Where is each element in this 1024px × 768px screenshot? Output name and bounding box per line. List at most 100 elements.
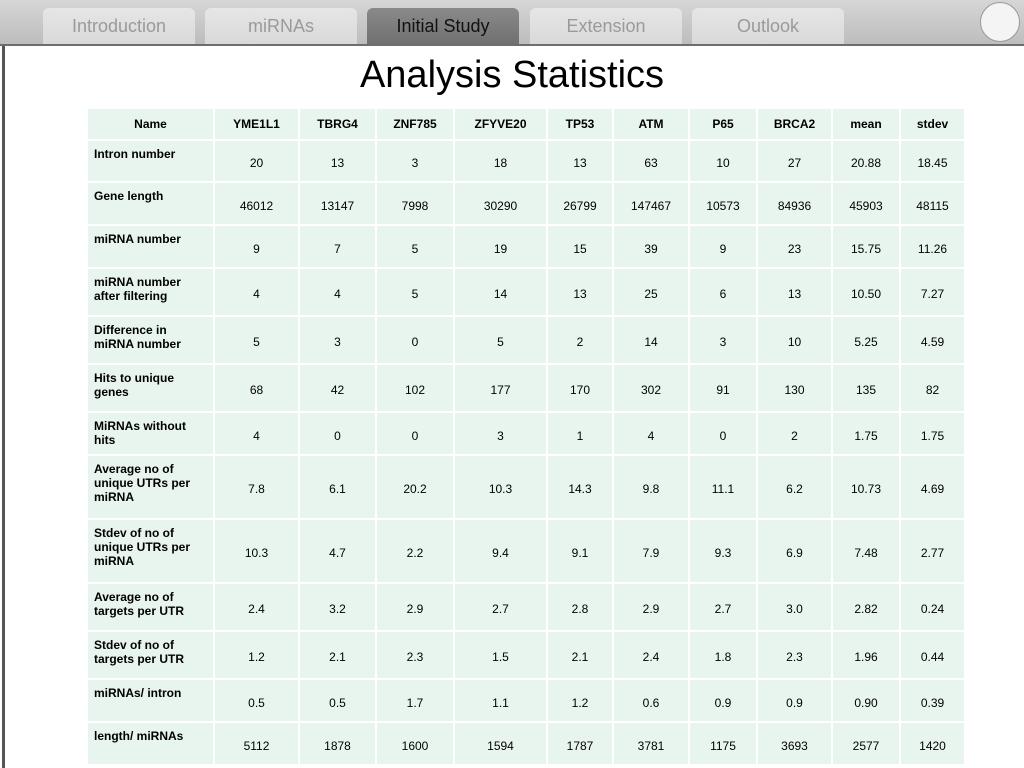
value-cell: 15.75 xyxy=(831,224,901,269)
table-row: Average no of targets per UTR 2.4 3.2 2.9 2.… xyxy=(86,582,966,632)
value-cell: 1.8 xyxy=(688,630,758,680)
value-cell: 18 xyxy=(453,139,548,183)
nav-tab[interactable]: Introduction xyxy=(43,8,195,44)
value-cell: 9 xyxy=(213,224,300,269)
value-cell: 1.96 xyxy=(831,630,901,680)
value-cell: 5 xyxy=(213,315,300,365)
value-cell: 1 xyxy=(546,411,614,456)
value-cell: 2 xyxy=(546,315,614,365)
value-cell: 3 xyxy=(688,315,758,365)
value-cell: 0 xyxy=(375,411,455,456)
row-label: miRNAs/ intron xyxy=(86,678,215,723)
table-row: Average no of unique UTRs per miRNA 7.8 6.… xyxy=(86,454,966,520)
value-cell: 0 xyxy=(298,411,377,456)
value-cell: 20.2 xyxy=(375,454,455,520)
value-cell: 0.39 xyxy=(899,678,966,723)
value-cell: 3.0 xyxy=(756,582,833,632)
row-label: MiRNAs without hits xyxy=(86,411,215,456)
value-cell: 6.9 xyxy=(756,518,833,584)
value-cell: 7 xyxy=(298,224,377,269)
value-cell: 11.1 xyxy=(688,454,758,520)
table-row: Stdev of no of unique UTRs per miRNA 10.3… xyxy=(86,518,966,584)
header-cell: ZNF785 xyxy=(375,107,455,141)
value-cell: 5 xyxy=(375,267,455,317)
value-cell: 5 xyxy=(453,315,548,365)
value-cell: 5.25 xyxy=(831,315,901,365)
table-row: miRNAs/ intron 0.5 0.5 1.7 1.1 1.2 0.6 0.9 0.9 0.… xyxy=(86,678,966,723)
value-cell: 82 xyxy=(899,363,966,413)
value-cell: 177 xyxy=(453,363,548,413)
header-cell: TBRG4 xyxy=(298,107,377,141)
value-cell: 9.1 xyxy=(546,518,614,584)
table-row: Hits to unique genes 68 42 102 177 170 302 91 13… xyxy=(86,363,966,413)
value-cell: 147467 xyxy=(612,181,690,226)
value-cell: 4 xyxy=(213,411,300,456)
nav-tab[interactable]: Initial Study xyxy=(367,8,519,44)
value-cell: 135 xyxy=(831,363,901,413)
value-cell: 27 xyxy=(756,139,833,183)
table-row: miRNA number 9 7 5 19 15 39 9 23 15.75 11.26 xyxy=(86,224,966,269)
nav-tab[interactable]: Extension xyxy=(530,8,682,44)
value-cell: 302 xyxy=(612,363,690,413)
value-cell: 0.44 xyxy=(899,630,966,680)
header-cell: mean xyxy=(831,107,901,141)
header-cell: ATM xyxy=(612,107,690,141)
table-row: miRNA number after filtering 4 4 5 14 13 25 6 13… xyxy=(86,267,966,317)
value-cell: 15 xyxy=(546,224,614,269)
value-cell: 2577 xyxy=(831,721,901,766)
value-cell: 3693 xyxy=(756,721,833,766)
value-cell: 10573 xyxy=(688,181,758,226)
logo xyxy=(980,2,1020,42)
row-label: Stdev of no of unique UTRs per miRNA xyxy=(86,518,215,584)
value-cell: 7.9 xyxy=(612,518,690,584)
value-cell: 1878 xyxy=(298,721,377,766)
value-cell: 7.48 xyxy=(831,518,901,584)
value-cell: 1.2 xyxy=(546,678,614,723)
nav-bar: Introduction miRNAs Initial Study Extension… xyxy=(0,0,1024,46)
value-cell: 2.77 xyxy=(899,518,966,584)
value-cell: 3 xyxy=(453,411,548,456)
header-cell: Name xyxy=(86,107,215,141)
table-row: length/ miRNAs 5112 1878 1600 1594 1787 3781 11… xyxy=(86,721,966,766)
value-cell: 20 xyxy=(213,139,300,183)
value-cell: 0.90 xyxy=(831,678,901,723)
nav-tab[interactable]: Outlook xyxy=(692,8,844,44)
value-cell: 91 xyxy=(688,363,758,413)
value-cell: 9.3 xyxy=(688,518,758,584)
value-cell: 4 xyxy=(612,411,690,456)
table-row: Gene length 46012 13147 7998 30290 26799 14746… xyxy=(86,181,966,226)
value-cell: 3 xyxy=(298,315,377,365)
value-cell: 23 xyxy=(756,224,833,269)
row-label: Average no of unique UTRs per miRNA xyxy=(86,454,215,520)
value-cell: 14.3 xyxy=(546,454,614,520)
value-cell: 1.75 xyxy=(899,411,966,456)
left-border xyxy=(2,46,5,768)
value-cell: 2 xyxy=(756,411,833,456)
row-label: Average no of targets per UTR xyxy=(86,582,215,632)
value-cell: 9.4 xyxy=(453,518,548,584)
value-cell: 0.5 xyxy=(298,678,377,723)
value-cell: 0.9 xyxy=(688,678,758,723)
value-cell: 63 xyxy=(612,139,690,183)
row-label: miRNA number xyxy=(86,224,215,269)
value-cell: 4 xyxy=(213,267,300,317)
slide-title: Analysis Statistics xyxy=(359,54,665,96)
value-cell: 46012 xyxy=(213,181,300,226)
value-cell: 0.9 xyxy=(756,678,833,723)
value-cell: 1594 xyxy=(453,721,548,766)
value-cell: 5 xyxy=(375,224,455,269)
value-cell: 10.50 xyxy=(831,267,901,317)
header-cell: TP53 xyxy=(546,107,614,141)
value-cell: 2.3 xyxy=(756,630,833,680)
value-cell: 2.82 xyxy=(831,582,901,632)
value-cell: 1787 xyxy=(546,721,614,766)
value-cell: 1.2 xyxy=(213,630,300,680)
value-cell: 9.8 xyxy=(612,454,690,520)
value-cell: 4 xyxy=(298,267,377,317)
value-cell: 102 xyxy=(375,363,455,413)
value-cell: 6.1 xyxy=(298,454,377,520)
value-cell: 1.1 xyxy=(453,678,548,723)
nav-tab[interactable]: miRNAs xyxy=(205,8,357,44)
value-cell: 6.2 xyxy=(756,454,833,520)
value-cell: 18.45 xyxy=(899,139,966,183)
